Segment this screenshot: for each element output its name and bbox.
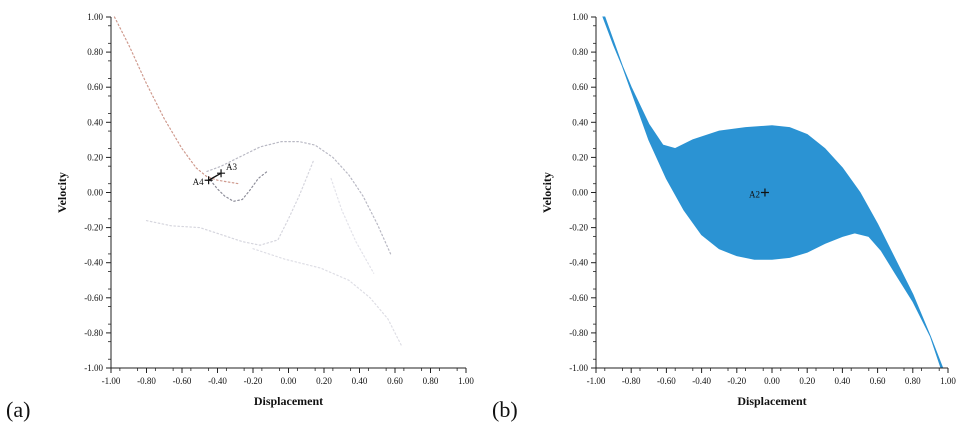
x-tick-label: -0.80 <box>137 376 156 386</box>
point-marker <box>217 169 226 178</box>
y-tick-label: -0.80 <box>84 328 103 338</box>
y-tick-label: -0.40 <box>84 258 103 268</box>
y-tick-label: 0.80 <box>572 47 588 57</box>
y-tick-label: 0.80 <box>87 47 103 57</box>
x-tick-label: 0.60 <box>387 376 403 386</box>
y-tick-label: 0.40 <box>572 117 588 127</box>
y-tick-label: 0.20 <box>87 152 103 162</box>
x-tick-label: 0.40 <box>352 376 368 386</box>
y-tick-label: -0.80 <box>569 328 588 338</box>
point-label: A2 <box>749 190 760 200</box>
point-marker <box>760 188 769 197</box>
y-tick-label: -0.60 <box>569 293 588 303</box>
y-tick-label: 0.60 <box>572 82 588 92</box>
x-tick-label: -1.00 <box>102 376 121 386</box>
trajectory-3 <box>145 160 314 246</box>
x-tick-label: -0.80 <box>622 376 641 386</box>
chart-b: -1.00 -0.80 -0.60 -0.40 -0.20 0.00 0.20 0.40 0.6… <box>540 12 956 408</box>
x-tick-label: 0.80 <box>905 376 921 386</box>
point-label: A4 <box>193 177 204 187</box>
x-tick-label: 0.60 <box>870 376 886 386</box>
x-tick-label: 0.00 <box>281 376 297 386</box>
chart-a: -1.00 -0.80 -0.60 -0.40 -0.20 0.00 0.20 0.40 0.6… <box>55 12 474 408</box>
trajectory-1 <box>206 141 392 257</box>
trajectory-5 <box>330 177 375 274</box>
point-marker <box>204 176 213 185</box>
y-axis-label: Velocity <box>55 172 69 213</box>
point-label: A3 <box>226 162 237 172</box>
x-tick-label: -0.60 <box>657 376 676 386</box>
x-tick-label: 0.20 <box>799 376 815 386</box>
trajectory-4 <box>252 248 403 348</box>
x-tick-label: 1.00 <box>458 376 474 386</box>
y-tick-label: -0.20 <box>84 223 103 233</box>
y-axis-label: Velocity <box>540 172 554 213</box>
y-tick-label: -0.60 <box>84 293 103 303</box>
x-tick-label: -0.40 <box>208 376 227 386</box>
panel-label-b: (b) <box>492 397 518 422</box>
x-tick-label: 0.80 <box>423 376 439 386</box>
y-tick-label: 0.00 <box>572 188 588 198</box>
y-tick-label: 1.00 <box>572 12 588 22</box>
y-tick-label: 0.60 <box>87 82 103 92</box>
x-axis-label: Displacement <box>254 394 323 408</box>
x-tick-label: -0.20 <box>727 376 746 386</box>
y-tick-label: -1.00 <box>84 363 103 373</box>
y-tick-label: -0.40 <box>569 258 588 268</box>
x-tick-label: 0.00 <box>764 376 780 386</box>
y-tick-label: 0.40 <box>87 117 103 127</box>
y-tick-label: 0.20 <box>572 152 588 162</box>
panel-label-a: (a) <box>6 397 30 422</box>
x-tick-label: 0.20 <box>316 376 332 386</box>
x-tick-label: -1.00 <box>587 376 606 386</box>
area-band <box>602 16 944 369</box>
x-tick-label: -0.40 <box>692 376 711 386</box>
y-tick-label: -1.00 <box>569 363 588 373</box>
x-tick-label: 1.00 <box>940 376 956 386</box>
x-tick-label: -0.60 <box>173 376 192 386</box>
trajectory-0 <box>113 16 240 185</box>
x-axis-label: Displacement <box>737 394 806 408</box>
y-tick-label: 1.00 <box>87 12 103 22</box>
y-tick-label: -0.20 <box>569 223 588 233</box>
x-tick-label: -0.20 <box>244 376 263 386</box>
x-tick-label: 0.40 <box>835 376 851 386</box>
point-connector <box>208 172 222 181</box>
trajectory-2 <box>209 170 268 202</box>
y-tick-label: 0.00 <box>87 188 103 198</box>
